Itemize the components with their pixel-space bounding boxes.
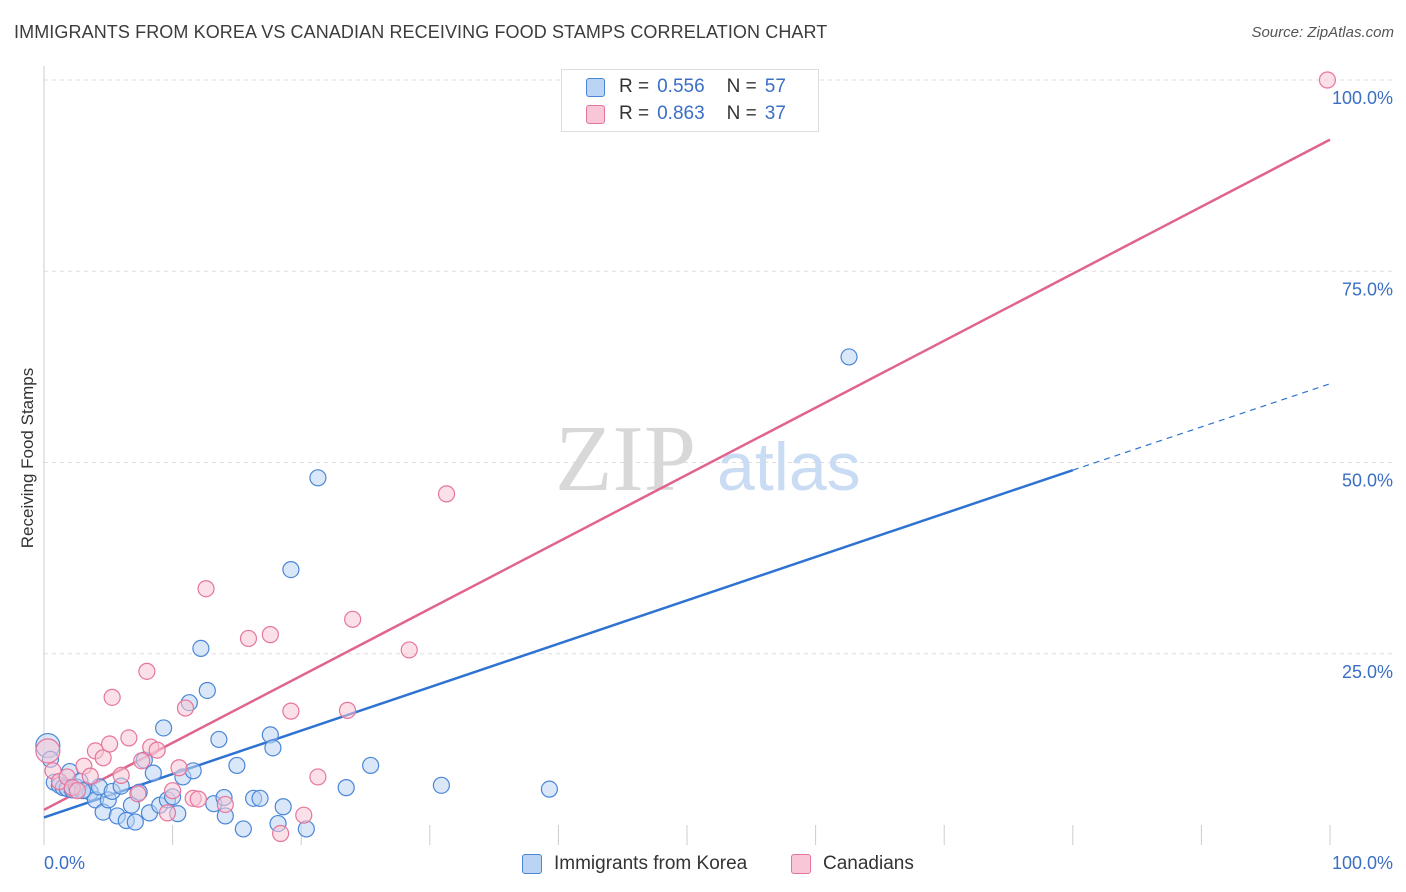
gridlines	[44, 79, 1395, 655]
point-canadians	[338, 701, 357, 719]
point-canadians	[133, 752, 151, 770]
legend-swatch-korea	[522, 854, 542, 874]
y-tick-label: 75.0%	[1342, 279, 1393, 299]
point-korea	[840, 348, 858, 366]
point-canadians	[400, 641, 418, 659]
point-canadians	[344, 610, 362, 628]
point-canadians	[309, 768, 327, 786]
legend-label-korea: Immigrants from Korea	[554, 853, 748, 874]
point-korea	[154, 719, 173, 737]
point-korea	[198, 681, 216, 700]
trend-line-korea-extension	[1072, 383, 1331, 471]
point-korea	[192, 639, 210, 657]
legend-swatch-canadians	[586, 104, 605, 124]
chart-title: IMMIGRANTS FROM KOREA VS CANADIAN RECEIV…	[14, 22, 828, 42]
legend-r-label: R =	[619, 76, 650, 97]
tick-labels: 100.0% 75.0% 50.0% 25.0% 0.0% 100.0%	[44, 88, 1393, 873]
legend-swatch-canadians	[791, 854, 811, 874]
point-korea	[540, 780, 558, 798]
legend-r-label: R =	[619, 103, 650, 124]
legend-r-value-canadians: 0.863	[657, 103, 705, 124]
legend-n-value-canadians: 37	[764, 103, 786, 124]
point-canadians	[103, 688, 121, 706]
axes	[43, 66, 1331, 845]
point-canadians	[158, 804, 177, 822]
point-canadians	[170, 759, 188, 777]
point-canadians	[261, 626, 279, 644]
watermark-atlas: atlas	[717, 429, 861, 505]
point-korea	[309, 469, 327, 487]
data-points	[35, 71, 1337, 843]
trend-line-korea	[43, 468, 1074, 819]
point-canadians	[68, 782, 87, 800]
point-korea	[337, 779, 355, 797]
watermark-zip: ZIP	[555, 407, 696, 511]
trend-lines	[43, 138, 1331, 819]
point-canadians	[120, 729, 138, 747]
point-canadians	[282, 702, 300, 720]
legend-r-value-korea: 0.556	[657, 76, 705, 97]
point-canadians	[164, 782, 182, 800]
legend-n-value-korea: 57	[764, 76, 786, 97]
x-tick-label: 100.0%	[1332, 853, 1393, 873]
point-canadians	[100, 735, 119, 753]
legend-label-canadians: Canadians	[823, 853, 914, 874]
point-canadians	[176, 699, 195, 717]
point-korea	[264, 739, 282, 757]
point-canadians	[148, 741, 166, 759]
point-canadians	[189, 790, 207, 808]
point-canadians	[239, 629, 258, 648]
point-korea	[184, 762, 202, 780]
y-tick-label: 25.0%	[1342, 662, 1393, 682]
y-tick-label: 100.0%	[1332, 88, 1393, 108]
point-canadians	[94, 749, 112, 767]
point-korea	[432, 776, 450, 794]
point-korea	[144, 764, 162, 782]
point-canadians	[197, 580, 215, 598]
point-korea	[362, 756, 380, 775]
point-korea	[126, 813, 144, 831]
point-canadians	[1318, 71, 1337, 89]
bottom-legend-canadians: Canadians	[791, 852, 914, 876]
point-korea	[282, 560, 300, 579]
y-axis-title: Receiving Food Stamps	[18, 367, 37, 549]
point-canadians	[35, 738, 61, 764]
point-canadians	[216, 795, 234, 814]
point-canadians	[112, 766, 130, 784]
point-korea	[210, 730, 228, 749]
legend-row-canadians: R = 0.863 N = 37	[586, 102, 790, 126]
y-tick-label: 50.0%	[1342, 471, 1393, 491]
stats-legend: R = 0.556 N = 57 R = 0.863 N = 37	[561, 69, 819, 132]
bottom-legend-korea: Immigrants from Korea	[522, 852, 747, 876]
point-canadians	[129, 785, 147, 803]
trend-line-canadians	[43, 138, 1331, 811]
point-korea	[234, 820, 252, 838]
point-canadians	[437, 485, 456, 503]
point-canadians	[138, 662, 156, 680]
point-korea	[251, 789, 269, 807]
source-credit: Source: ZipAtlas.com	[1251, 24, 1394, 41]
x-tick-label: 0.0%	[44, 853, 85, 873]
point-korea	[228, 756, 246, 775]
point-canadians	[295, 806, 313, 824]
legend-swatch-korea	[586, 77, 605, 97]
point-canadians	[81, 767, 99, 785]
legend-n-label: N =	[726, 76, 757, 97]
point-canadians	[272, 824, 290, 843]
legend-row-korea: R = 0.556 N = 57	[586, 75, 790, 99]
legend-n-label: N =	[726, 103, 757, 124]
point-korea	[274, 798, 292, 816]
